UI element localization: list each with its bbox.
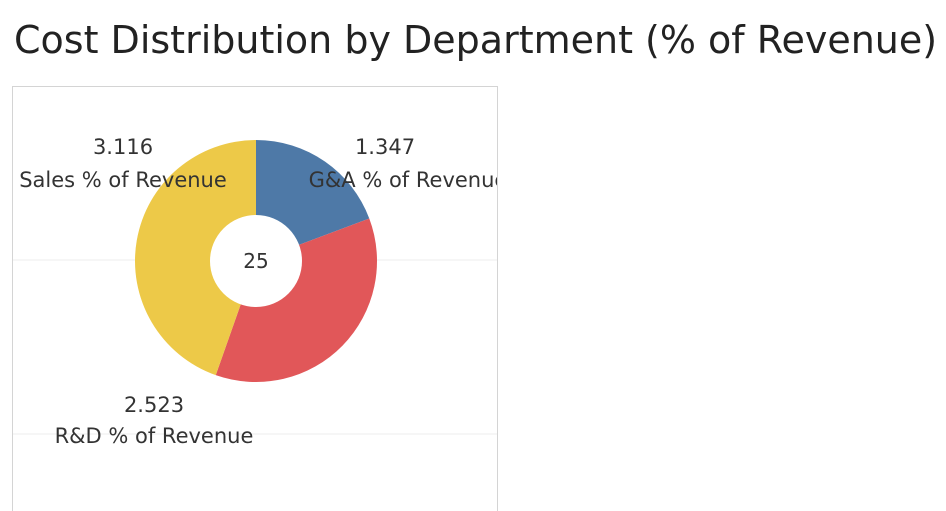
donut-hole	[210, 215, 302, 307]
slice-category-label: Sales % of Revenue	[19, 168, 227, 192]
slice-value-label: 1.347	[355, 135, 415, 159]
center-label: 25	[243, 249, 268, 273]
chart-title: Cost Distribution by Department (% of Re…	[14, 18, 938, 62]
donut-slices	[135, 140, 377, 382]
donut-slice[interactable]	[135, 140, 256, 376]
slice-value-label: 2.523	[124, 393, 184, 417]
slice-category-label: R&D % of Revenue	[55, 424, 254, 448]
donut-chart: 25 1.347 G&A % of Revenue 2.523 R&D % of…	[13, 135, 497, 448]
slice-value-label: 3.116	[93, 135, 153, 159]
chart-panel: 25 1.347 G&A % of Revenue 2.523 R&D % of…	[12, 86, 498, 511]
donut-slice[interactable]	[215, 218, 377, 382]
slice-category-label: G&A % of Revenue	[309, 168, 497, 192]
